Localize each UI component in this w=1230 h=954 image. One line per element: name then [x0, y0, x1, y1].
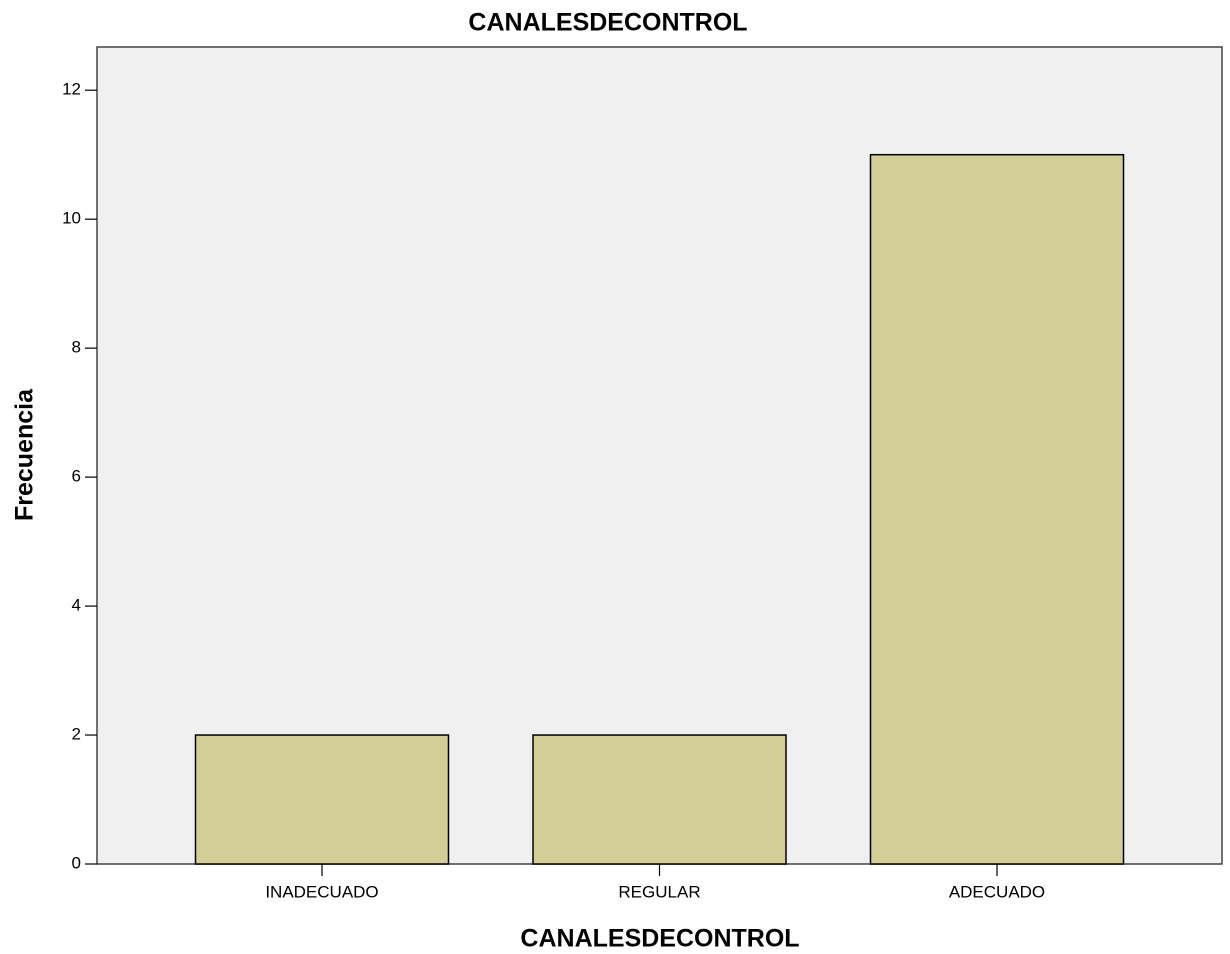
x-axis-title: CANALESDECONTROL — [520, 925, 799, 953]
bar — [532, 734, 787, 865]
x-tick-label: REGULAR — [618, 882, 700, 901]
bar — [869, 153, 1125, 865]
bar — [194, 734, 450, 865]
y-tick-label: 8 — [72, 338, 81, 357]
x-tick-label: ADECUADO — [949, 882, 1045, 901]
y-tick-label: 6 — [72, 467, 81, 486]
chart-title: CANALESDECONTROL — [468, 9, 747, 37]
x-tick-label: INADECUADO — [265, 882, 378, 901]
y-tick-label: 0 — [72, 853, 81, 872]
y-tick-label: 12 — [62, 80, 81, 99]
y-tick-label: 4 — [72, 596, 81, 615]
y-axis-title: Frecuencia — [11, 388, 39, 521]
y-tick-label: 10 — [62, 209, 81, 228]
y-tick-label: 2 — [72, 725, 81, 744]
